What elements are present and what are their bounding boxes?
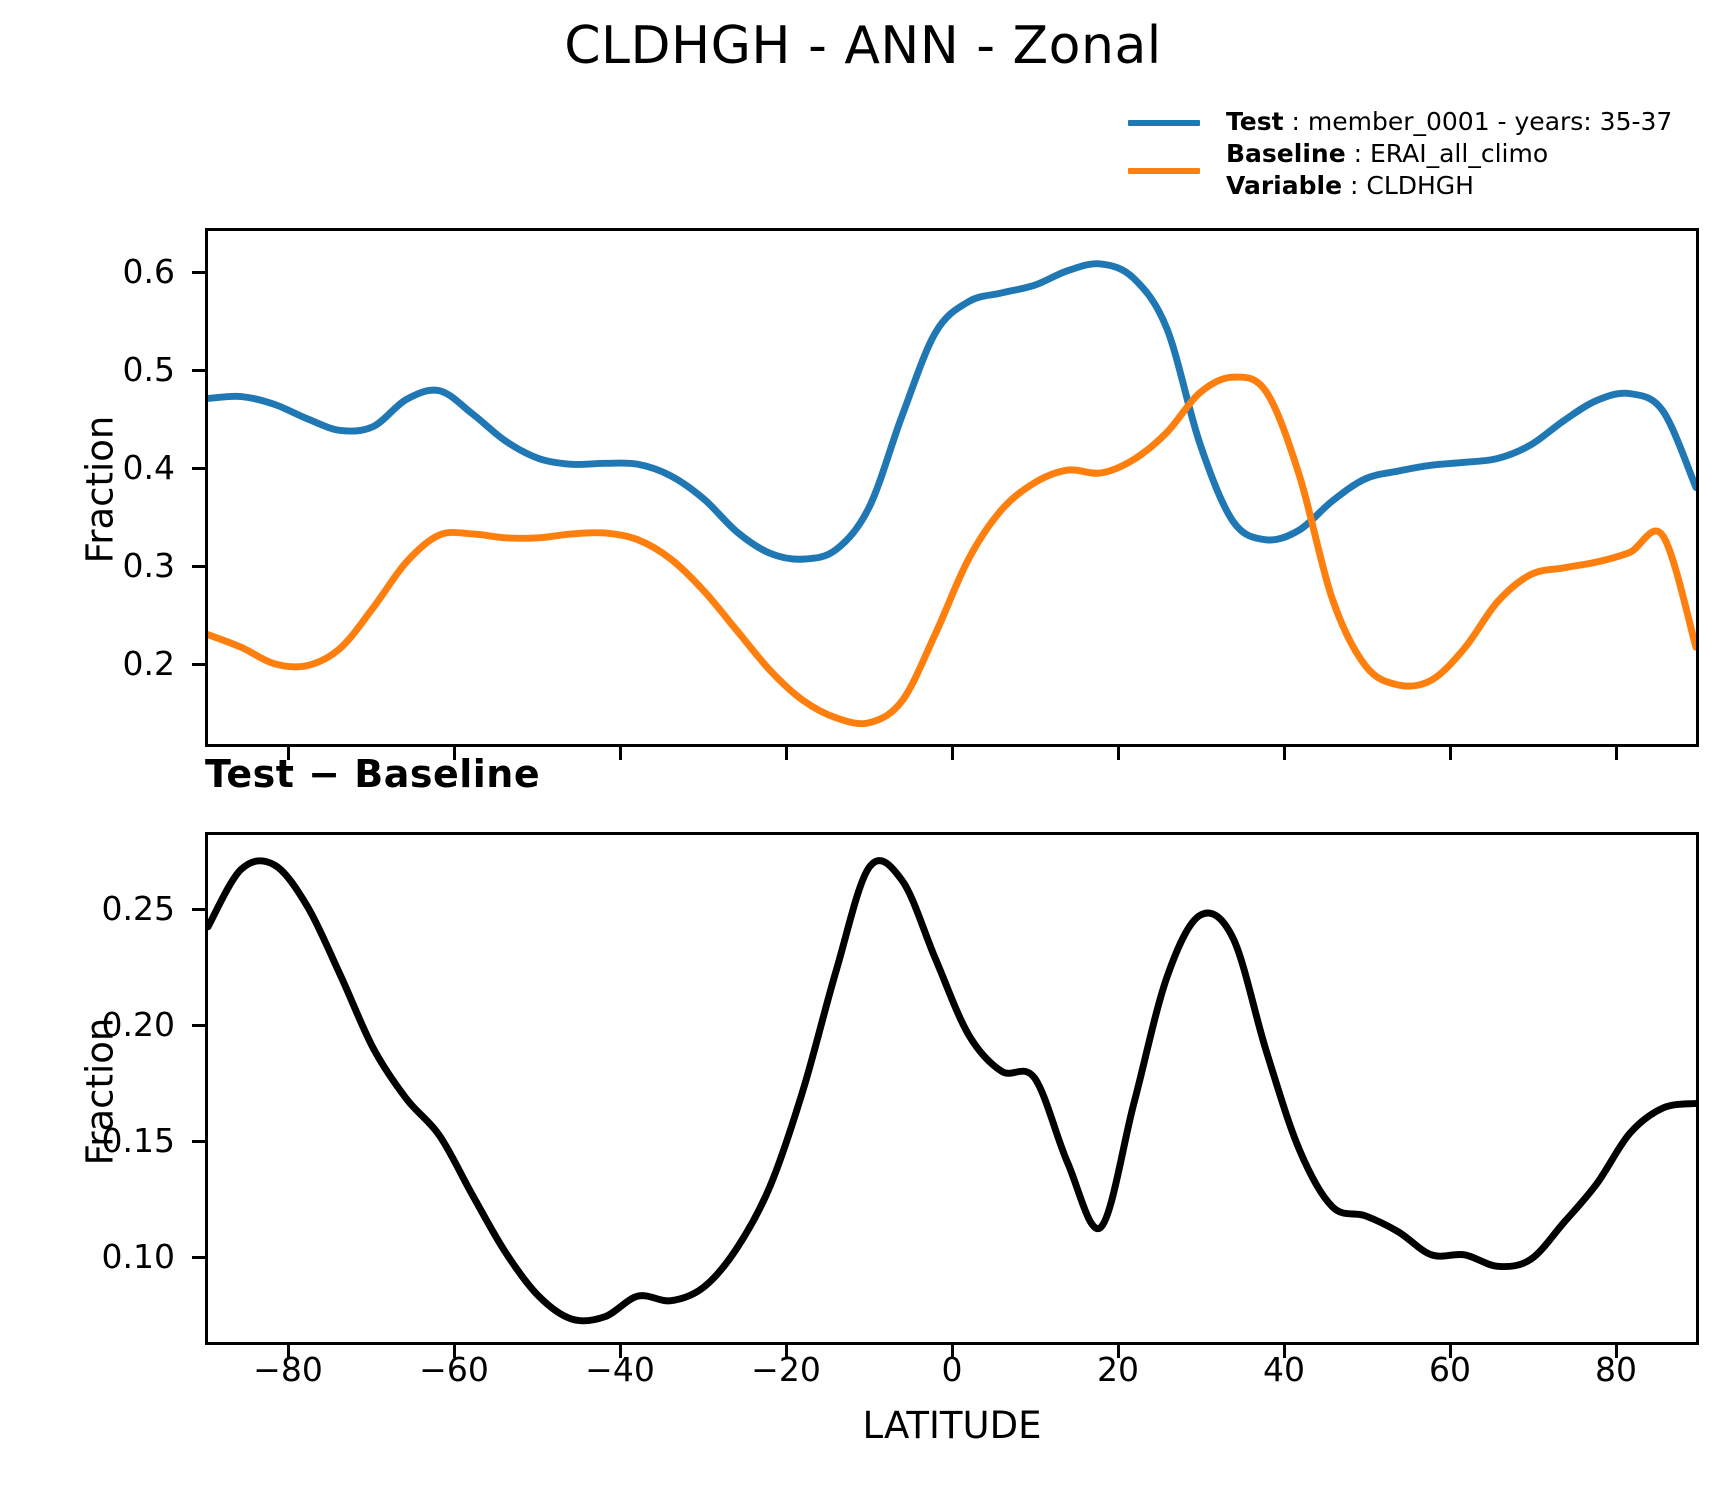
x-tick-label: 0 [941, 1350, 963, 1389]
x-tick-mark [1615, 747, 1618, 760]
y-axis-label-bottom: Fraction [78, 1017, 122, 1166]
y-tick-label: 0.2 [122, 643, 175, 683]
y-tick-mark [192, 271, 205, 275]
legend-swatch-test [1128, 120, 1200, 126]
x-tick-mark [453, 1345, 456, 1358]
y-tick-mark [192, 1255, 205, 1259]
legend-value-baseline: ERAI_all_climo [1369, 139, 1549, 168]
series-line-test [208, 260, 1696, 563]
y-tick-label: 0.4 [122, 447, 175, 487]
y-tick-label: 0.3 [122, 545, 175, 585]
legend-item-baseline: Baseline : ERAI_all_climo [1128, 139, 1708, 176]
x-tick-mark [619, 1345, 622, 1358]
zonal-mean-lines [208, 260, 1696, 728]
page-title: CLDHGH - ANN - Zonal [564, 16, 1162, 76]
y-tick-label: 0.25 [101, 888, 175, 928]
x-tick-mark [1117, 747, 1120, 760]
legend-sep-test: : [1283, 107, 1308, 136]
y-tick-label: 0.15 [101, 1120, 175, 1160]
y-tick-label: 0.6 [122, 252, 175, 292]
x-tick-mark [1117, 1345, 1120, 1358]
difference-panel-title: Test − Baseline [205, 752, 541, 796]
legend-key-baseline: Baseline [1226, 139, 1346, 168]
y-tick-mark [192, 466, 205, 470]
y-tick-mark [192, 662, 205, 666]
zonal-mean-plot-area [205, 228, 1699, 747]
legend-key-test: Test [1226, 107, 1284, 136]
legend-sep-variable: : [1342, 171, 1367, 200]
x-tick-mark [1449, 1345, 1452, 1358]
series-line-difference [208, 857, 1696, 1325]
legend-key-variable: Variable [1226, 171, 1343, 200]
x-tick-mark [785, 747, 788, 760]
x-axis-label: LATITUDE [862, 1404, 1042, 1447]
x-tick-mark [1615, 1345, 1618, 1358]
y-tick-mark [192, 564, 205, 568]
x-tick-mark [1283, 747, 1286, 760]
legend-label-variable: Variable : CLDHGH [1226, 168, 1474, 204]
legend-item-variable: Variable : CLDHGH [1128, 171, 1708, 210]
y-tick-mark [192, 368, 205, 372]
y-tick-label: 0.20 [101, 1004, 175, 1044]
x-tick-mark [287, 747, 290, 760]
legend: Test : member_0001 - years: 35-37 Baseli… [1128, 104, 1708, 210]
legend-value-test: member_0001 - years: 35-37 [1307, 107, 1673, 136]
y-tick-mark [192, 907, 205, 911]
x-tick-mark [785, 1345, 788, 1358]
x-tick-mark [1449, 747, 1452, 760]
legend-swatch-baseline [1128, 168, 1200, 174]
x-tick-mark [287, 1345, 290, 1358]
x-tick-mark [619, 747, 622, 760]
difference-plot-area [205, 832, 1699, 1345]
series-line-baseline [208, 373, 1696, 728]
x-tick-mark [951, 1345, 954, 1358]
y-tick-mark [192, 1139, 205, 1143]
legend-value-variable: CLDHGH [1366, 171, 1474, 200]
y-tick-label: 0.10 [101, 1236, 175, 1276]
x-tick-mark [453, 747, 456, 760]
difference-line [208, 857, 1696, 1325]
legend-item-test: Test : member_0001 - years: 35-37 [1128, 104, 1708, 142]
x-tick-mark [951, 747, 954, 760]
y-tick-label: 0.5 [122, 349, 175, 389]
y-tick-mark [192, 1023, 205, 1027]
legend-label-baseline: Baseline : ERAI_all_climo [1226, 136, 1548, 172]
legend-label-test: Test : member_0001 - years: 35-37 [1226, 104, 1672, 140]
x-tick-mark [1283, 1345, 1286, 1358]
legend-sep-baseline: : [1345, 139, 1370, 168]
